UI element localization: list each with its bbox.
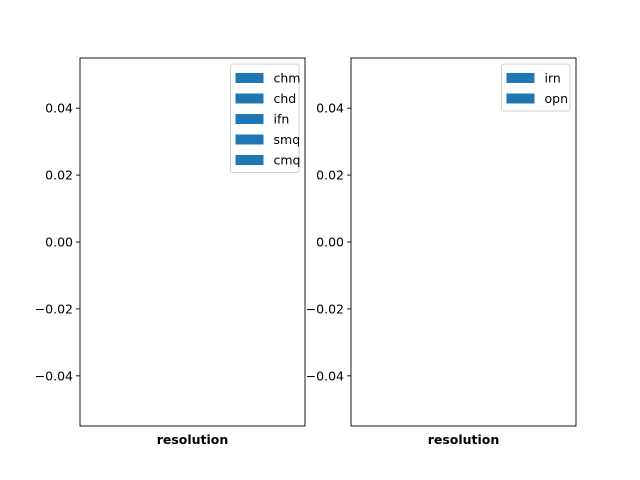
y-tick-label: −0.04 [35, 368, 73, 383]
y-tick-label: −0.02 [35, 301, 73, 316]
axes-frame [79, 57, 306, 427]
axes-container: −0.04 −0.02 0.00 0.02 0.04 resolution chm chd if… [35, 57, 577, 447]
legend-swatch [506, 73, 535, 83]
y-tick-label: 0.04 [45, 101, 73, 116]
axes-1: −0.04 −0.02 0.00 0.02 0.04 resolution chm chd if… [35, 57, 306, 447]
legend-swatch [235, 73, 264, 83]
y-tick-label: 0.04 [316, 101, 344, 116]
x-axis-label: resolution [157, 432, 229, 447]
y-tick-label: 0.02 [316, 168, 344, 183]
legend-entry-label: cmq [274, 153, 301, 168]
legend-swatch [235, 93, 264, 104]
legend-entry-label: opn [545, 91, 569, 106]
y-tick-label: −0.04 [306, 368, 344, 383]
y-tick-label: 0.00 [45, 235, 73, 250]
legend: chm chd ifn smq cmq [230, 63, 301, 173]
axes-2: −0.04 −0.02 0.00 0.02 0.04 resolution irn opn [306, 57, 577, 447]
legend: irn opn [501, 63, 571, 112]
y-tick-label: 0.00 [316, 235, 344, 250]
y-tick-label: 0.02 [45, 168, 73, 183]
legend-entry-label: irn [545, 71, 561, 86]
legend-swatch [235, 155, 264, 165]
legend-entry-label: chm [274, 71, 301, 86]
legend-swatch [506, 93, 535, 104]
legend-swatch [235, 134, 264, 145]
y-tick-label: −0.02 [306, 301, 344, 316]
legend-entry-label: smq [274, 132, 301, 147]
legend-entry-label: ifn [274, 112, 290, 127]
legend-swatch [235, 114, 264, 124]
legend-frame [230, 63, 300, 173]
legend-entry-label: chd [274, 91, 297, 106]
x-axis-label: resolution [428, 432, 500, 447]
axes-frame [350, 57, 577, 427]
